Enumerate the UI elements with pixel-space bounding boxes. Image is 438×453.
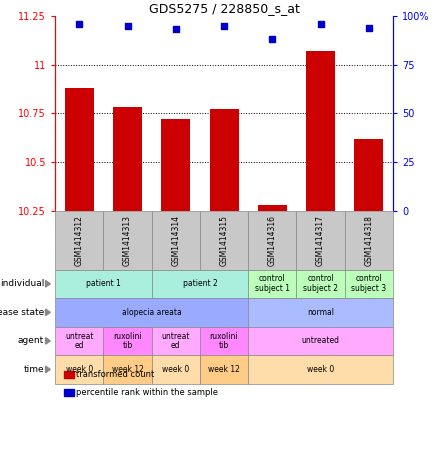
- Point: [269, 36, 276, 43]
- Bar: [258, 205, 287, 211]
- Text: control
subject 3: control subject 3: [351, 275, 386, 293]
- Text: patient 2: patient 2: [183, 280, 217, 288]
- Text: patient 1: patient 1: [86, 280, 121, 288]
- Text: time: time: [24, 365, 44, 374]
- Point: [365, 24, 372, 31]
- Point: [172, 26, 179, 33]
- Text: week 12: week 12: [112, 365, 144, 374]
- Text: ruxolini
tib: ruxolini tib: [210, 332, 238, 350]
- Text: untreat
ed: untreat ed: [65, 332, 94, 350]
- Point: [317, 20, 324, 27]
- Point: [220, 22, 228, 29]
- Text: ruxolini
tib: ruxolini tib: [113, 332, 142, 350]
- Bar: [354, 139, 383, 211]
- Text: percentile rank within the sample: percentile rank within the sample: [76, 388, 218, 397]
- Bar: [65, 88, 94, 211]
- Text: untreat
ed: untreat ed: [162, 332, 190, 350]
- Text: week 0: week 0: [66, 365, 93, 374]
- Text: GSM1414316: GSM1414316: [268, 215, 277, 265]
- Point: [76, 20, 83, 27]
- Title: GDS5275 / 228850_s_at: GDS5275 / 228850_s_at: [148, 2, 300, 14]
- Text: week 0: week 0: [162, 365, 189, 374]
- Text: week 12: week 12: [208, 365, 240, 374]
- Text: normal: normal: [307, 308, 334, 317]
- Text: agent: agent: [18, 337, 44, 345]
- Text: control
subject 2: control subject 2: [303, 275, 338, 293]
- Text: alopecia areata: alopecia areata: [122, 308, 181, 317]
- Text: control
subject 1: control subject 1: [255, 275, 290, 293]
- Bar: [113, 107, 142, 211]
- Point: [124, 22, 131, 29]
- Bar: [209, 109, 239, 211]
- Text: GSM1414314: GSM1414314: [171, 215, 180, 265]
- Text: GSM1414317: GSM1414317: [316, 215, 325, 265]
- Bar: [306, 51, 335, 211]
- Text: GSM1414312: GSM1414312: [75, 215, 84, 265]
- Text: transformed count: transformed count: [76, 370, 155, 379]
- Bar: [161, 119, 190, 211]
- Text: GSM1414315: GSM1414315: [219, 215, 229, 265]
- Text: GSM1414318: GSM1414318: [364, 215, 373, 265]
- Text: GSM1414313: GSM1414313: [123, 215, 132, 265]
- Text: disease state: disease state: [0, 308, 44, 317]
- Text: week 0: week 0: [307, 365, 334, 374]
- Text: untreated: untreated: [301, 337, 339, 345]
- Text: individual: individual: [0, 280, 44, 288]
